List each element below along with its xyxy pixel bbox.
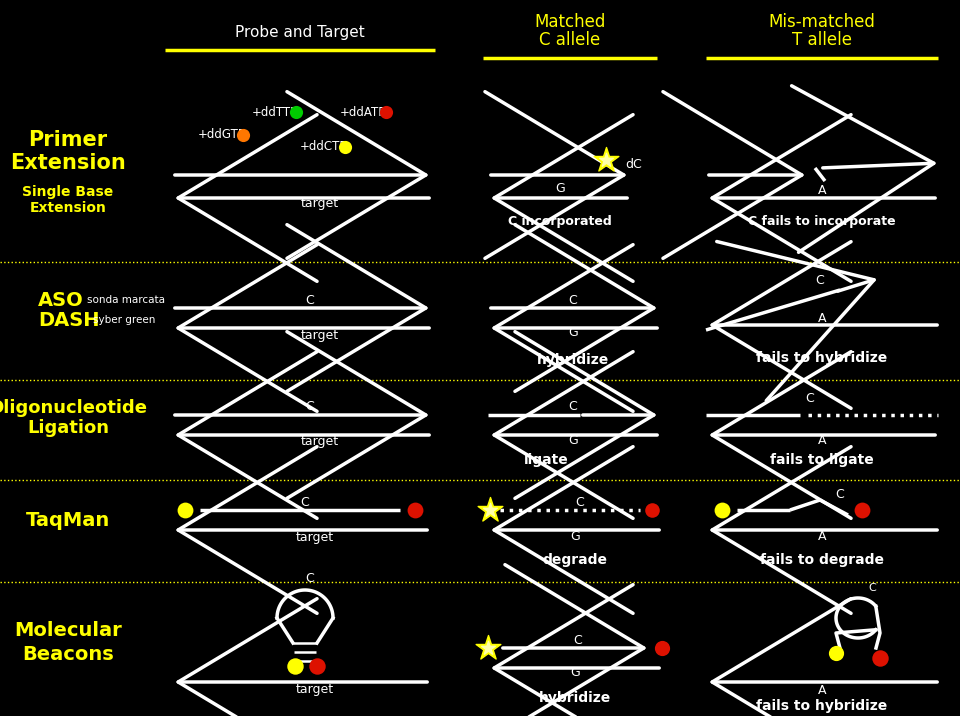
Point (598, 154, 613, 165)
Text: C: C (305, 400, 314, 414)
Text: Single Base: Single Base (22, 185, 113, 199)
Text: Oligonucleotide: Oligonucleotide (0, 399, 148, 417)
Point (288, 106, 303, 117)
Text: hybridize: hybridize (539, 691, 612, 705)
Text: A: A (818, 183, 827, 196)
Point (309, 660, 324, 672)
Text: fails to hybridize: fails to hybridize (756, 699, 888, 713)
Text: G: G (568, 326, 578, 339)
Text: C: C (574, 634, 583, 647)
Text: target: target (300, 329, 339, 342)
Text: A: A (818, 531, 827, 543)
Text: Primer: Primer (29, 130, 108, 150)
Text: C incorporated: C incorporated (508, 216, 612, 228)
Text: target: target (296, 684, 334, 697)
Text: +ddTTP: +ddTTP (252, 105, 299, 119)
Point (480, 642, 495, 654)
Point (480, 642, 495, 654)
Point (337, 141, 352, 153)
Text: Probe and Target: Probe and Target (235, 24, 365, 39)
Point (854, 504, 870, 516)
Text: Matched: Matched (535, 13, 606, 31)
Text: G: G (555, 181, 564, 195)
Point (178, 504, 193, 516)
Text: fails to degrade: fails to degrade (760, 553, 884, 567)
Text: C allele: C allele (540, 31, 601, 49)
Text: Mis-matched: Mis-matched (769, 13, 876, 31)
Text: TaqMan: TaqMan (26, 511, 110, 530)
Text: +ddCTP: +ddCTP (300, 140, 348, 153)
Text: Extension: Extension (11, 153, 126, 173)
Text: C: C (305, 294, 314, 306)
Text: target: target (300, 435, 339, 448)
Text: DASH: DASH (38, 311, 100, 329)
Text: A: A (818, 433, 827, 447)
Text: +ddATP: +ddATP (340, 105, 386, 119)
Text: T allele: T allele (792, 31, 852, 49)
Text: C: C (805, 392, 814, 405)
Point (644, 504, 660, 516)
Text: A: A (818, 311, 827, 324)
Text: A: A (818, 684, 827, 697)
Text: C: C (305, 571, 314, 584)
Text: degrade: degrade (542, 553, 608, 567)
Point (714, 504, 730, 516)
Point (235, 130, 251, 141)
Text: ligate: ligate (523, 453, 568, 467)
Text: fails to ligate: fails to ligate (770, 453, 874, 467)
Text: C: C (568, 400, 577, 414)
Text: C: C (568, 294, 577, 306)
Text: C fails to incorporate: C fails to incorporate (748, 216, 896, 228)
Point (482, 504, 497, 516)
Text: syber green: syber green (93, 315, 156, 325)
Text: C: C (816, 274, 825, 286)
Text: Ligation: Ligation (27, 419, 109, 437)
Text: G: G (570, 531, 580, 543)
Point (655, 642, 670, 654)
Point (287, 660, 302, 672)
Point (873, 652, 888, 664)
Point (598, 154, 613, 165)
Text: C: C (835, 488, 845, 501)
Text: Extension: Extension (30, 201, 107, 215)
Text: fails to hybridize: fails to hybridize (756, 351, 888, 365)
Text: C: C (300, 495, 309, 508)
Text: +ddGTP: +ddGTP (198, 128, 246, 142)
Point (482, 504, 497, 516)
Text: dC: dC (625, 158, 641, 172)
Text: ASO: ASO (38, 291, 84, 309)
Point (828, 647, 844, 659)
Text: sonda marcata: sonda marcata (87, 295, 165, 305)
Text: target: target (300, 198, 339, 211)
Text: C: C (576, 495, 585, 508)
Text: hybridize: hybridize (537, 353, 610, 367)
Text: G: G (570, 667, 580, 679)
Text: C: C (868, 583, 876, 593)
Text: G: G (568, 433, 578, 447)
Text: Beacons: Beacons (22, 644, 114, 664)
Point (407, 504, 422, 516)
Point (378, 106, 394, 117)
Text: Molecular: Molecular (14, 621, 122, 639)
Text: target: target (296, 531, 334, 543)
